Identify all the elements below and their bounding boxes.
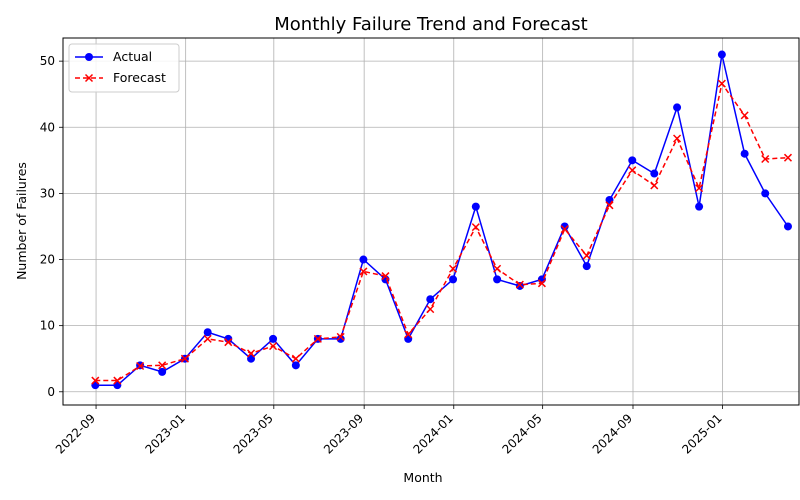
data-point-actual (269, 334, 278, 343)
data-point-forecast (426, 305, 435, 314)
data-point-forecast (136, 361, 145, 371)
data-point-forecast (605, 201, 614, 210)
data-point-forecast (291, 354, 300, 363)
data-point-forecast (269, 342, 278, 351)
data-point-actual (336, 334, 345, 343)
data-point-forecast (717, 79, 726, 88)
x-tick-label: 2024-09 (590, 411, 635, 456)
x-tick-label: 2023-09 (321, 411, 366, 456)
data-point-actual (247, 354, 256, 363)
x-axis-label: Month (403, 470, 442, 485)
data-point-actual (783, 222, 792, 231)
legend-box (68, 43, 180, 93)
data-point-forecast (381, 272, 390, 281)
y-tick-label: 0 (47, 385, 55, 399)
data-point-forecast (336, 332, 345, 341)
y-tick-label: 40 (40, 120, 55, 134)
data-point-forecast (582, 251, 591, 260)
legend-marker-forecast (84, 73, 94, 83)
series-line-actual (95, 54, 789, 386)
y-tick-label: 10 (40, 319, 55, 333)
grid (63, 38, 799, 405)
data-point-forecast (471, 223, 480, 232)
data-point-forecast (740, 111, 749, 120)
data-point-actual (628, 156, 637, 165)
y-tick-label: 30 (40, 186, 55, 200)
data-point-actual (493, 275, 502, 284)
data-point-actual (203, 328, 212, 337)
data-point-actual (761, 189, 770, 198)
data-point-actual (426, 295, 435, 304)
data-point-forecast (783, 153, 793, 162)
data-point-forecast (359, 267, 368, 276)
data-point-actual (717, 50, 726, 59)
data-point-forecast (673, 134, 682, 143)
data-point-actual (673, 103, 682, 112)
data-point-forecast (650, 181, 659, 190)
data-point-actual (695, 202, 704, 211)
data-point-forecast (449, 264, 458, 273)
x-tick-label: 2024-05 (499, 411, 544, 456)
data-point-forecast (695, 184, 704, 193)
data-point-actual (582, 262, 591, 271)
data-point-forecast (203, 334, 212, 343)
data-point-forecast (158, 361, 167, 370)
x-tick-label: 2022-09 (53, 411, 98, 456)
data-point-forecast (180, 354, 189, 363)
data-point-forecast (247, 349, 256, 358)
x-tick-label: 2024-01 (411, 411, 456, 456)
data-point-forecast (537, 279, 546, 288)
data-point-forecast (224, 338, 233, 347)
data-point-actual (560, 222, 569, 231)
data-point-actual (471, 202, 480, 211)
data-point-actual (740, 149, 749, 158)
data-point-actual (158, 367, 167, 376)
series-layer (91, 50, 793, 390)
data-point-forecast (404, 330, 413, 339)
series-line-forecast (95, 81, 789, 382)
plot-frame (62, 37, 800, 406)
data-point-forecast (91, 376, 100, 385)
legend-marker-actual (85, 53, 93, 61)
data-point-actual (359, 255, 368, 264)
data-point-actual (291, 361, 300, 370)
data-point-actual (449, 275, 458, 284)
x-tick-label: 2025-01 (679, 411, 724, 456)
legend-label-actual: Actual (113, 49, 152, 64)
y-tick-label: 20 (40, 253, 55, 267)
y-axis: 0 10 20 30 40 50 (40, 54, 63, 399)
data-point-forecast (515, 280, 524, 289)
y-axis-label: Number of Failures (14, 162, 29, 280)
legend-label-forecast: Forecast (113, 70, 166, 85)
chart-title: Monthly Failure Trend and Forecast (274, 14, 587, 35)
y-tick-label: 50 (40, 54, 55, 68)
data-point-forecast (113, 376, 122, 385)
legend: Actual Forecast (68, 43, 180, 93)
data-point-actual (650, 169, 659, 178)
x-axis: 2022-09 2023-01 2023-05 2023-09 2024-01 2024-… (53, 405, 725, 457)
data-point-forecast (493, 264, 502, 273)
x-tick-label: 2023-05 (231, 411, 276, 456)
data-point-forecast (313, 334, 322, 343)
data-point-forecast (628, 166, 637, 175)
data-point-forecast (560, 225, 569, 234)
data-point-forecast (761, 154, 770, 164)
x-tick-label: 2023-01 (142, 411, 187, 456)
